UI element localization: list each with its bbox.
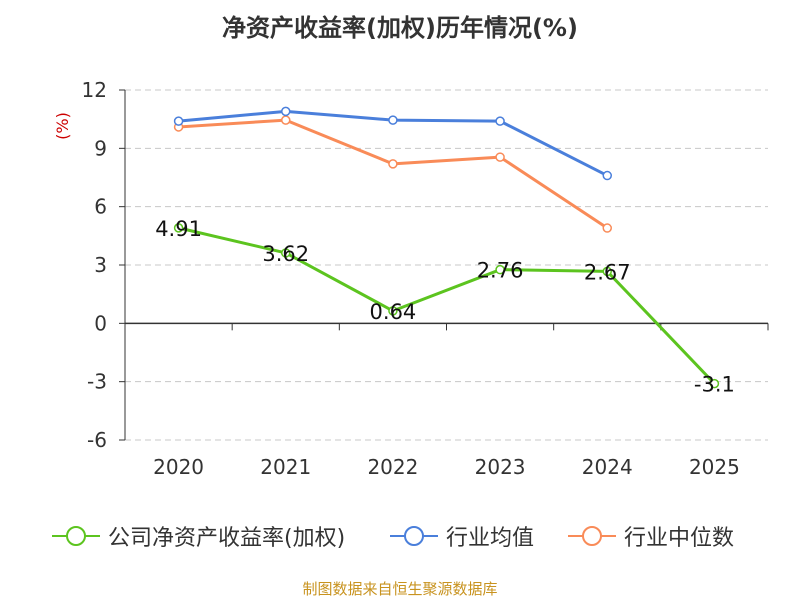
- data-label: 2.67: [584, 260, 631, 284]
- data-label: 0.64: [370, 300, 417, 324]
- legend-label-industry-avg: 行业均值: [446, 526, 535, 551]
- y-axis-unit-label: (%): [53, 112, 72, 140]
- data-label: 3.62: [262, 242, 309, 266]
- legend-label-industry-median: 行业中位数: [624, 526, 735, 551]
- y-tick-label: 3: [94, 253, 107, 277]
- legend-line-circle-icon: [52, 526, 100, 546]
- data-point: [602, 266, 612, 277]
- y-tick-label: 6: [94, 195, 107, 219]
- y-tick-label: 12: [82, 78, 107, 102]
- data-point: [495, 116, 505, 126]
- legend: 公司净资产收益率(加权) 行业均值 行业中位数: [0, 518, 800, 554]
- data-point: [281, 115, 291, 125]
- source-note: 制图数据来自恒生聚源数据库: [302, 580, 498, 598]
- data-point: [709, 378, 720, 389]
- data-point: [388, 159, 398, 169]
- x-tick-label: 2023: [475, 455, 526, 479]
- data-point: [602, 223, 612, 233]
- x-tick-label: 2025: [689, 455, 740, 479]
- data-point: [173, 116, 184, 126]
- data-label: 4.91: [155, 217, 202, 241]
- y-tick-label: 0: [94, 311, 107, 335]
- data-point: [173, 223, 184, 233]
- data-point: [388, 115, 398, 125]
- series-line-0: [178, 226, 716, 385]
- y-tick-label: -6: [87, 428, 107, 452]
- data-point: [495, 264, 505, 275]
- data-point: [281, 248, 291, 258]
- x-tick-label: 2024: [582, 455, 633, 479]
- y-tick-label: -3: [87, 370, 107, 394]
- data-point: [602, 170, 612, 181]
- x-tick-label: 2021: [260, 455, 311, 479]
- legend-item-industry-avg[interactable]: 行业均值: [390, 518, 534, 554]
- legend-label-company: 公司净资产收益率(加权): [108, 526, 346, 551]
- data-point: [388, 306, 398, 316]
- data-point: [281, 106, 291, 117]
- x-tick-label: 2022: [367, 455, 418, 479]
- legend-item-company[interactable]: 公司净资产收益率(加权): [52, 518, 345, 554]
- legend-line-circle-icon: [390, 526, 438, 546]
- chart-title: 净资产收益率(加权)历年情况(%): [222, 14, 578, 42]
- legend-item-industry-median[interactable]: 行业中位数: [568, 518, 734, 554]
- data-label: 2.76: [477, 259, 524, 283]
- series-line-2: [178, 118, 609, 230]
- data-label: -3.1: [694, 373, 735, 397]
- legend-line-circle-icon: [568, 526, 616, 546]
- y-tick-label: 9: [94, 136, 107, 160]
- data-point: [495, 152, 505, 162]
- x-tick-label: 2020: [153, 455, 204, 479]
